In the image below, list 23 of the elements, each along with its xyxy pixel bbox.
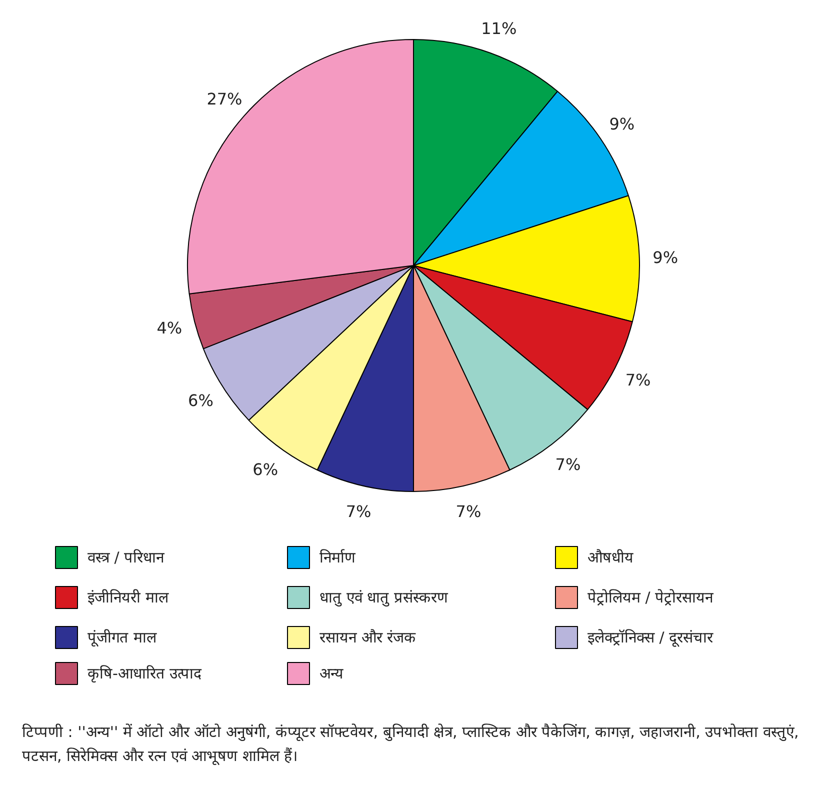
legend-label: औषधीय: [588, 548, 634, 566]
legend-label: वस्त्र / परिधान: [88, 548, 166, 566]
legend-label: अन्य: [320, 664, 344, 682]
data-label: 9%: [609, 114, 635, 134]
legend-label: पूंजीगत माल: [88, 628, 158, 648]
data-label: 7%: [456, 502, 482, 521]
legend-label: इंजीनियरी माल: [88, 588, 170, 606]
data-label: 27%: [206, 89, 242, 108]
data-label: 7%: [346, 502, 372, 521]
data-label: 6%: [252, 460, 278, 479]
data-label: 7%: [555, 455, 581, 474]
data-label: 4%: [156, 318, 182, 338]
legend-label: धातु एवं धातु प्रसंस्करण: [320, 588, 449, 608]
legend-label: इलेक्ट्रॉनिक्स / दूरसंचार: [588, 628, 714, 648]
text: टिप्पणी : ''अन्य'' में ऑटो और ऑटो अनुषंगी, कंप्यूटर सॉफ्टवेयर, बुनियादी क्षेत्र, प्लास्टिक और पैकेजिंग, कागज़, जहाजरानी, उपभोक्ता वस्तुएं, पटसन, सिरेमिक्स और रत्न एवं आभूषण शामिल हैं।: [22, 722, 800, 767]
data-label: 6%: [188, 391, 214, 410]
legend-label: निर्माण: [320, 548, 356, 566]
data-label: 7%: [625, 370, 651, 390]
legend-label: पेट्रोलियम / पेट्रोरसायन: [588, 588, 714, 606]
legend-label: कृषि-आधारित उत्पाद: [88, 664, 203, 684]
legend-label: रसायन और रंजक: [320, 628, 416, 646]
data-label: 11%: [481, 18, 517, 38]
data-label: 9%: [652, 248, 678, 268]
